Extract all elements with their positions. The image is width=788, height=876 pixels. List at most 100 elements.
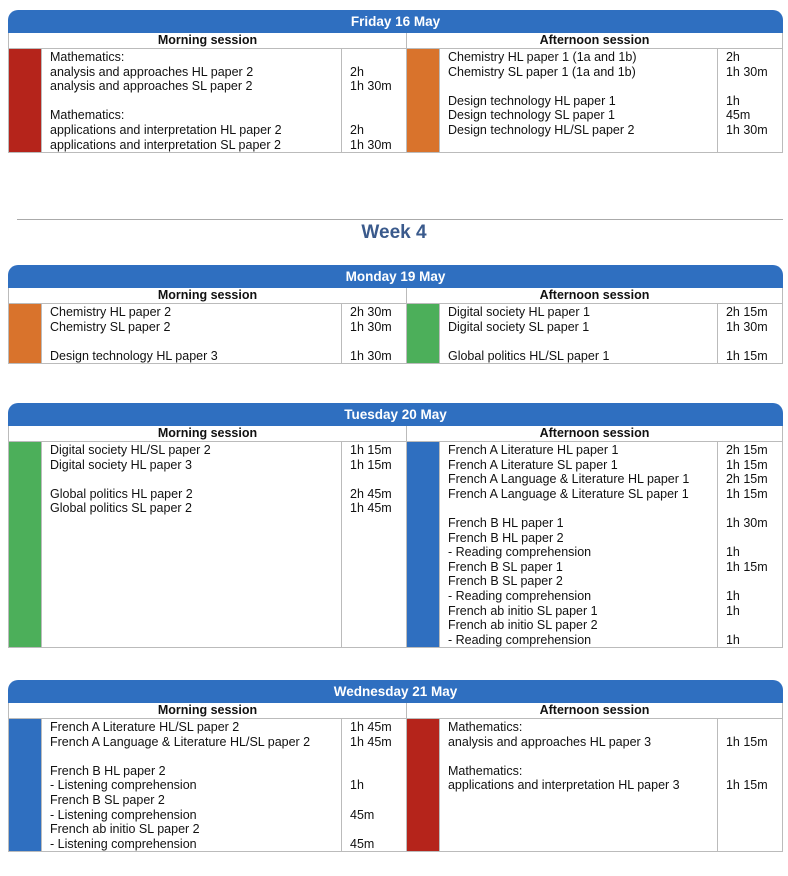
duration: 1h 15m: [725, 486, 768, 501]
session: Afternoon session Chemistry HL paper 1 (1…: [406, 33, 783, 154]
subject: French B HL paper 2: [50, 763, 166, 778]
entry-row: French B SL paper 2: [42, 793, 406, 808]
subject: Digital society SL paper 1: [447, 319, 590, 334]
entry-row: - Reading comprehension 1h: [440, 589, 782, 604]
entry-group: Digital society HL paper 1 2h 15m Digital …: [440, 305, 782, 334]
entries: French A Literature HL/SL paper 2 1h 45m F…: [42, 719, 406, 852]
entries: Chemistry HL paper 2 2h 30m Chemistry SL p…: [42, 304, 406, 364]
entry-row: applications and interpretation SL paper…: [42, 138, 406, 153]
session-heading: Afternoon session: [406, 426, 782, 442]
entry-group: French B HL paper 2- Listening comprehen…: [42, 764, 406, 852]
entry-row: Design technology HL paper 1 1h: [440, 94, 782, 109]
entry-row: - Listening comprehension 1h: [42, 778, 406, 793]
entry-group: Chemistry HL paper 2 2h 30m Chemistry SL p…: [42, 305, 406, 334]
entry-row: - Listening comprehension 45m: [42, 808, 406, 823]
entry-row: French B HL paper 2: [440, 531, 782, 546]
day-title: Monday 19 May: [8, 265, 783, 288]
subject: French B SL paper 1: [447, 559, 563, 574]
entry-group: Global politics HL paper 2 2h 45m Global p…: [42, 487, 406, 516]
duration: 1h 30m: [350, 79, 392, 94]
entry-group: Chemistry HL paper 1 (1a and 1b) 2h Chemis…: [440, 50, 782, 79]
duration: 2h 15m: [725, 305, 768, 319]
entry-row: Mathematics:: [42, 50, 406, 65]
entry-group: Mathematics: analysis and approaches HL p…: [440, 720, 782, 749]
session: Morning session French A Literature HL/SL…: [9, 703, 407, 853]
subject: Chemistry SL paper 1 (1a and 1b): [447, 64, 636, 79]
subject: French A Literature HL paper 1: [447, 443, 619, 457]
day-table: Morning session Mathematics: analysis and …: [8, 33, 783, 154]
subject: - Reading comprehension: [447, 588, 592, 603]
subject: - Reading comprehension: [447, 632, 592, 647]
subject: Design technology HL paper 3: [50, 348, 218, 363]
duration: 1h 15m: [725, 734, 768, 749]
entry-row: French A Language & Literature HL/SL pap…: [42, 735, 406, 750]
session: Afternoon session Digital society HL pape…: [406, 288, 783, 365]
entry-row: French A Literature SL paper 1 1h 15m: [440, 458, 782, 473]
color-bar: [9, 442, 42, 648]
entry-row: Mathematics:: [440, 764, 782, 779]
subject: Global politics SL paper 2: [50, 501, 192, 516]
subject: - Listening comprehension: [50, 807, 197, 822]
color-bar: [406, 719, 440, 852]
color-bar: [406, 304, 440, 364]
color-bar: [406, 442, 440, 648]
entry-row: French ab initio SL paper 2: [440, 618, 782, 633]
duration: 2h: [725, 50, 740, 64]
duration: 1h 15m: [725, 778, 768, 793]
subject: French B SL paper 2: [50, 792, 165, 807]
session-heading: Afternoon session: [406, 703, 782, 719]
duration: 1h: [725, 93, 740, 108]
entry-row: Design technology HL/SL paper 2 1h 30m: [440, 123, 782, 138]
subject: Chemistry HL paper 1 (1a and 1b): [447, 50, 637, 64]
entry-row: analysis and approaches SL paper 2 1h 30m: [42, 79, 406, 94]
entry-row: Digital society HL paper 1 2h 15m: [440, 305, 782, 320]
subject: - Reading comprehension: [447, 545, 592, 560]
entry-row: Global politics HL paper 2 2h 45m: [42, 487, 406, 502]
entry-row: French ab initio SL paper 2: [42, 822, 406, 837]
entry-group: French A Literature HL/SL paper 2 1h 45m F…: [42, 720, 406, 749]
day-block: Monday 19 May Morning session Chemistry HL…: [8, 265, 783, 365]
session-heading: Morning session: [9, 426, 406, 442]
session-heading: Morning session: [9, 288, 406, 304]
duration: 1h 15m: [350, 443, 392, 457]
day-table: Morning session Chemistry HL paper 2 2h 30…: [8, 288, 783, 365]
subject: analysis and approaches HL paper 2: [50, 64, 254, 79]
entry-group: Design technology HL paper 3 1h 30m: [42, 349, 406, 364]
entry-row: Design technology SL paper 1 45m: [440, 108, 782, 123]
session-heading: Afternoon session: [406, 288, 782, 304]
entries: Digital society HL/SL paper 2 1h 15m Digit…: [42, 442, 406, 648]
duration: 1h 30m: [725, 319, 768, 334]
entry-group: Mathematics: applications and interpretat…: [42, 108, 406, 152]
duration: 2h 30m: [350, 305, 392, 319]
day-block: Friday 16 May Morning session Mathematics:…: [8, 10, 783, 154]
entry-row: - Reading comprehension 1h: [440, 633, 782, 648]
subject: analysis and approaches SL paper 2: [50, 79, 253, 94]
subject: Global politics HL paper 2: [50, 486, 193, 501]
entry-row: French A Literature HL paper 1 2h 15m: [440, 443, 782, 458]
duration: 1h 30m: [350, 348, 392, 363]
subject: applications and interpretation HL paper…: [447, 778, 680, 793]
subject: - Listening comprehension: [50, 836, 197, 851]
session: Afternoon session French A Literature HL …: [406, 426, 783, 649]
duration: 1h 15m: [725, 457, 768, 472]
subject: Design technology HL paper 1: [447, 93, 616, 108]
week-heading: Week 4: [361, 222, 427, 243]
duration: 45m: [725, 108, 751, 123]
session-heading: Afternoon session: [406, 33, 782, 49]
session-body: Mathematics: analysis and approaches HL p…: [9, 49, 406, 153]
day-block: Tuesday 20 May Morning session Digital soc…: [8, 403, 783, 649]
entry-row: Mathematics:: [42, 108, 406, 123]
entry-row: analysis and approaches HL paper 2 2h: [42, 65, 406, 80]
duration: 2h: [350, 122, 364, 137]
session-body: Chemistry HL paper 1 (1a and 1b) 2h Chemis…: [406, 49, 782, 153]
duration: 1h 15m: [350, 457, 392, 472]
entry-row: Digital society HL/SL paper 2 1h 15m: [42, 443, 406, 458]
color-bar: [9, 304, 42, 364]
duration: 45m: [350, 836, 375, 851]
session-body: Digital society HL/SL paper 2 1h 15m Digit…: [9, 442, 406, 648]
entries: French A Literature HL paper 1 2h 15m Fren…: [440, 442, 782, 648]
entry-row: French B HL paper 1 1h 30m: [440, 516, 782, 531]
entry-group: Global politics HL/SL paper 1 1h 15m: [440, 349, 782, 364]
subject: Digital society HL/SL paper 2: [50, 443, 211, 457]
